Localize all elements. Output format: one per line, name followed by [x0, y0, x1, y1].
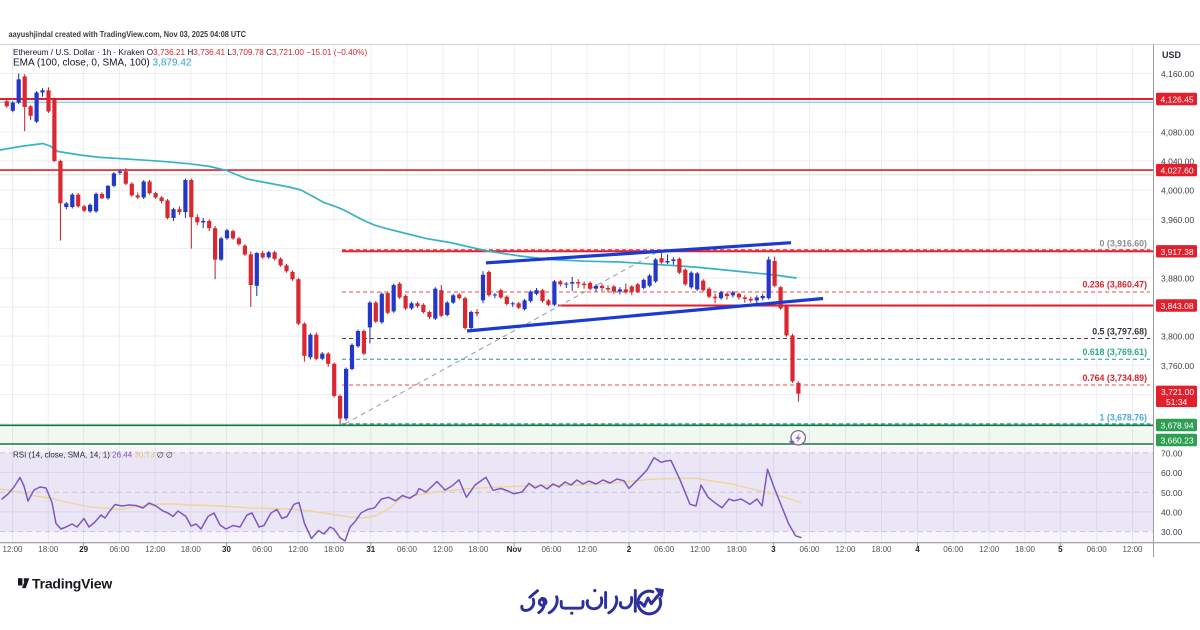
svg-text:0.5 (3,797.68): 0.5 (3,797.68): [1092, 327, 1147, 337]
svg-text:3,678.94: 3,678.94: [1161, 421, 1194, 431]
svg-text:3,880.00: 3,880.00: [1161, 273, 1194, 283]
svg-text:12:00: 12:00: [1122, 545, 1143, 554]
svg-text:4,027.60: 4,027.60: [1161, 166, 1194, 176]
svg-text:18:00: 18:00: [324, 545, 345, 554]
svg-text:EMA (100, close, 0, SMA, 100): EMA (100, close, 0, SMA, 100) 3,879.42: [13, 58, 192, 69]
svg-text:3,760.00: 3,760.00: [1161, 361, 1194, 371]
svg-text:12:00: 12:00: [577, 545, 598, 554]
svg-text:3,843.08: 3,843.08: [1161, 301, 1194, 311]
svg-text:12:00: 12:00: [288, 545, 309, 554]
svg-text:18:00: 18:00: [1015, 545, 1036, 554]
svg-text:4,040.00: 4,040.00: [1161, 157, 1194, 167]
svg-text:12:00: 12:00: [979, 545, 1000, 554]
svg-text:50.00: 50.00: [1161, 488, 1183, 498]
svg-text:06:00: 06:00: [943, 545, 964, 554]
svg-text:3,660.23: 3,660.23: [1161, 436, 1194, 446]
svg-text:4,000.00: 4,000.00: [1161, 186, 1194, 196]
svg-text:12:00: 12:00: [433, 545, 454, 554]
svg-text:06:00: 06:00: [541, 545, 562, 554]
svg-text:3,800.00: 3,800.00: [1161, 332, 1194, 342]
svg-text:12:00: 12:00: [835, 545, 856, 554]
svg-text:18:00: 18:00: [727, 545, 748, 554]
svg-text:Ethereum / U.S. Dollar · 1h ·: Ethereum / U.S. Dollar · 1h · Kraken O3,…: [13, 48, 367, 57]
svg-text:0.618 (3,769.61): 0.618 (3,769.61): [1082, 347, 1147, 357]
svg-text:06:00: 06:00: [654, 545, 675, 554]
svg-text:18:00: 18:00: [38, 545, 59, 554]
svg-text:06:00: 06:00: [799, 545, 820, 554]
svg-text:3,960.00: 3,960.00: [1161, 215, 1194, 225]
svg-text:18:00: 18:00: [871, 545, 892, 554]
svg-text:aayushjindal created with Trad: aayushjindal created with TradingView.co…: [9, 29, 247, 39]
svg-text:USD: USD: [1162, 50, 1182, 60]
svg-text:5: 5: [1058, 545, 1063, 554]
svg-text:06:00: 06:00: [1087, 545, 1108, 554]
svg-text:2: 2: [627, 545, 632, 554]
svg-text:40.00: 40.00: [1161, 507, 1183, 517]
svg-text:TradingView: TradingView: [32, 575, 112, 591]
svg-text:06:00: 06:00: [252, 545, 273, 554]
svg-text:18:00: 18:00: [468, 545, 489, 554]
svg-text:Nov: Nov: [507, 545, 523, 554]
svg-text:30: 30: [222, 545, 231, 554]
svg-text:0 (3,916.60): 0 (3,916.60): [1100, 238, 1148, 248]
svg-text:3: 3: [771, 545, 776, 554]
svg-text:18:00: 18:00: [181, 545, 202, 554]
svg-text:12:00: 12:00: [145, 545, 166, 554]
svg-text:4,160.00: 4,160.00: [1161, 69, 1194, 79]
svg-text:3,721.00: 3,721.00: [1161, 387, 1194, 397]
svg-text:RSI (14, close, SMA, 14, 1) 26: RSI (14, close, SMA, 14, 1) 26.44 30.73 …: [13, 451, 173, 460]
svg-text:12:00: 12:00: [2, 545, 23, 554]
svg-text:0.764 (3,734.89): 0.764 (3,734.89): [1082, 373, 1147, 383]
svg-text:60.00: 60.00: [1161, 468, 1183, 478]
svg-text:30.00: 30.00: [1161, 527, 1183, 537]
svg-text:31: 31: [366, 545, 375, 554]
svg-text:4: 4: [915, 545, 920, 554]
svg-text:06:00: 06:00: [397, 545, 418, 554]
svg-text:29: 29: [79, 545, 88, 554]
svg-text:0.236 (3,860.47): 0.236 (3,860.47): [1082, 280, 1147, 290]
svg-text:3,917.38: 3,917.38: [1161, 247, 1194, 257]
svg-text:70.00: 70.00: [1161, 448, 1183, 458]
svg-text:51:34: 51:34: [1166, 397, 1188, 407]
svg-text:12:00: 12:00: [690, 545, 711, 554]
svg-text:4,126.45: 4,126.45: [1161, 95, 1194, 105]
svg-text:06:00: 06:00: [109, 545, 130, 554]
svg-text:1 (3,678.76): 1 (3,678.76): [1100, 413, 1148, 423]
svg-text:4,080.00: 4,080.00: [1161, 127, 1194, 137]
